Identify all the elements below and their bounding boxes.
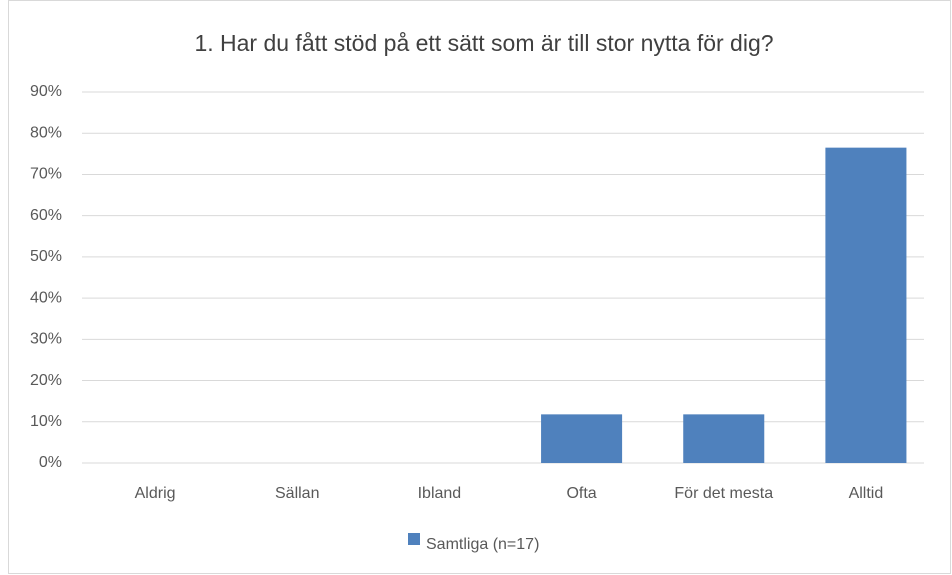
y-tick-label: 40% (30, 289, 62, 306)
x-tick-label: Sällan (275, 485, 319, 502)
y-tick-label: 10% (30, 413, 62, 430)
bar (825, 147, 907, 463)
y-tick-label: 80% (30, 124, 62, 141)
y-tick-label: 0% (39, 454, 62, 471)
x-tick-label: Ibland (418, 485, 462, 502)
chart-border (8, 0, 951, 574)
y-tick-label: 50% (30, 248, 62, 265)
y-tick-label: 90% (30, 83, 62, 100)
x-tick-label: För det mesta (674, 485, 773, 502)
y-tick-label: 20% (30, 372, 62, 389)
y-tick-label: 60% (30, 207, 62, 224)
bar (541, 414, 623, 463)
y-tick-label: 70% (30, 166, 62, 183)
x-tick-label: Aldrig (135, 485, 176, 502)
legend-swatch (408, 533, 420, 545)
legend-label: Samtliga (n=17) (426, 536, 539, 553)
bar (683, 414, 765, 463)
chart-title: 1. Har du fått stöd på ett sätt som är t… (194, 30, 773, 56)
y-tick-label: 30% (30, 331, 62, 348)
x-tick-label: Alltid (849, 485, 884, 502)
x-tick-label: Ofta (566, 485, 596, 502)
